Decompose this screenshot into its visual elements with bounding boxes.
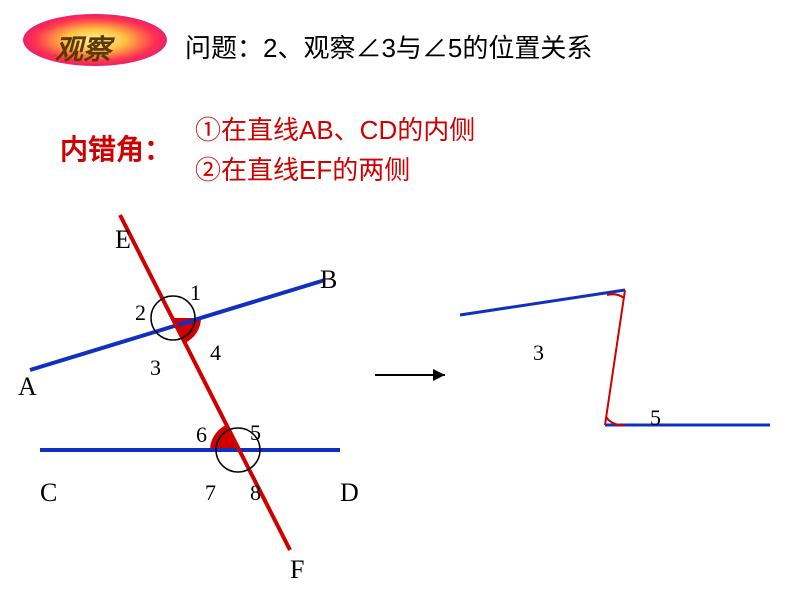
label-A: A (18, 372, 37, 402)
label-2: 2 (135, 300, 146, 326)
term-label: 内错角： (60, 128, 172, 168)
label-E: E (115, 225, 131, 255)
label-B: B (320, 265, 337, 295)
label-5: 5 (250, 420, 261, 446)
badge-text: 观察 (55, 28, 111, 68)
arrow (370, 360, 455, 390)
label-1: 1 (190, 280, 201, 306)
label-3: 3 (150, 355, 161, 381)
label-D: D (340, 478, 359, 508)
label-r5: 5 (650, 405, 661, 431)
diagram-right: 3 5 (450, 275, 780, 455)
desc-line-2: ②在直线EF的两侧 (195, 150, 410, 187)
label-7: 7 (205, 480, 216, 506)
label-6: 6 (196, 422, 207, 448)
label-F: F (290, 555, 304, 585)
observe-badge: 观察 (15, 10, 165, 65)
label-8: 8 (250, 480, 261, 506)
label-4: 4 (210, 340, 221, 366)
label-C: C (40, 478, 57, 508)
label-r3: 3 (533, 340, 544, 366)
question-text: 问题：2、观察∠3与∠5的位置关系 (185, 28, 592, 65)
diagram-left: E F A B C D 1 2 3 4 5 6 7 8 (10, 200, 380, 570)
desc-line-1: ①在直线AB、CD的内侧 (195, 110, 475, 147)
